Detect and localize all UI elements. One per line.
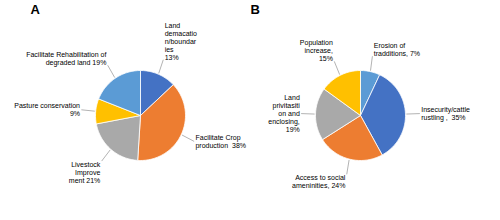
svg-text:Landprivitasition andenclosing: Landprivitasition andenclosing,19% <box>268 94 300 133</box>
svg-text:Facilitate Cropproduction 38%: Facilitate Cropproduction 38% <box>195 134 246 150</box>
svg-text:Erosion oftradditions, 7%: Erosion oftradditions, 7% <box>374 42 420 57</box>
svg-text:Populationincrease,15%: Populationincrease,15% <box>300 39 333 62</box>
svg-text:A: A <box>31 2 41 17</box>
svg-text:Insecurity/cattlerustling , 3: Insecurity/cattlerustling , 35% <box>421 106 470 122</box>
svg-text:LivestockImprovement 21%: LivestockImprovement 21% <box>69 161 101 184</box>
svg-text:Access to socialameninities, 2: Access to socialameninities, 24% <box>292 174 346 189</box>
svg-text:Pasture conservation9%: Pasture conservation9% <box>14 102 80 117</box>
svg-text:Landdemacation/boundaries13%: Landdemacation/boundaries13% <box>165 22 197 61</box>
svg-text:B: B <box>251 2 260 17</box>
svg-text:Facilitate Rehabilitation ofde: Facilitate Rehabilitation ofdegraded lan… <box>26 51 106 67</box>
